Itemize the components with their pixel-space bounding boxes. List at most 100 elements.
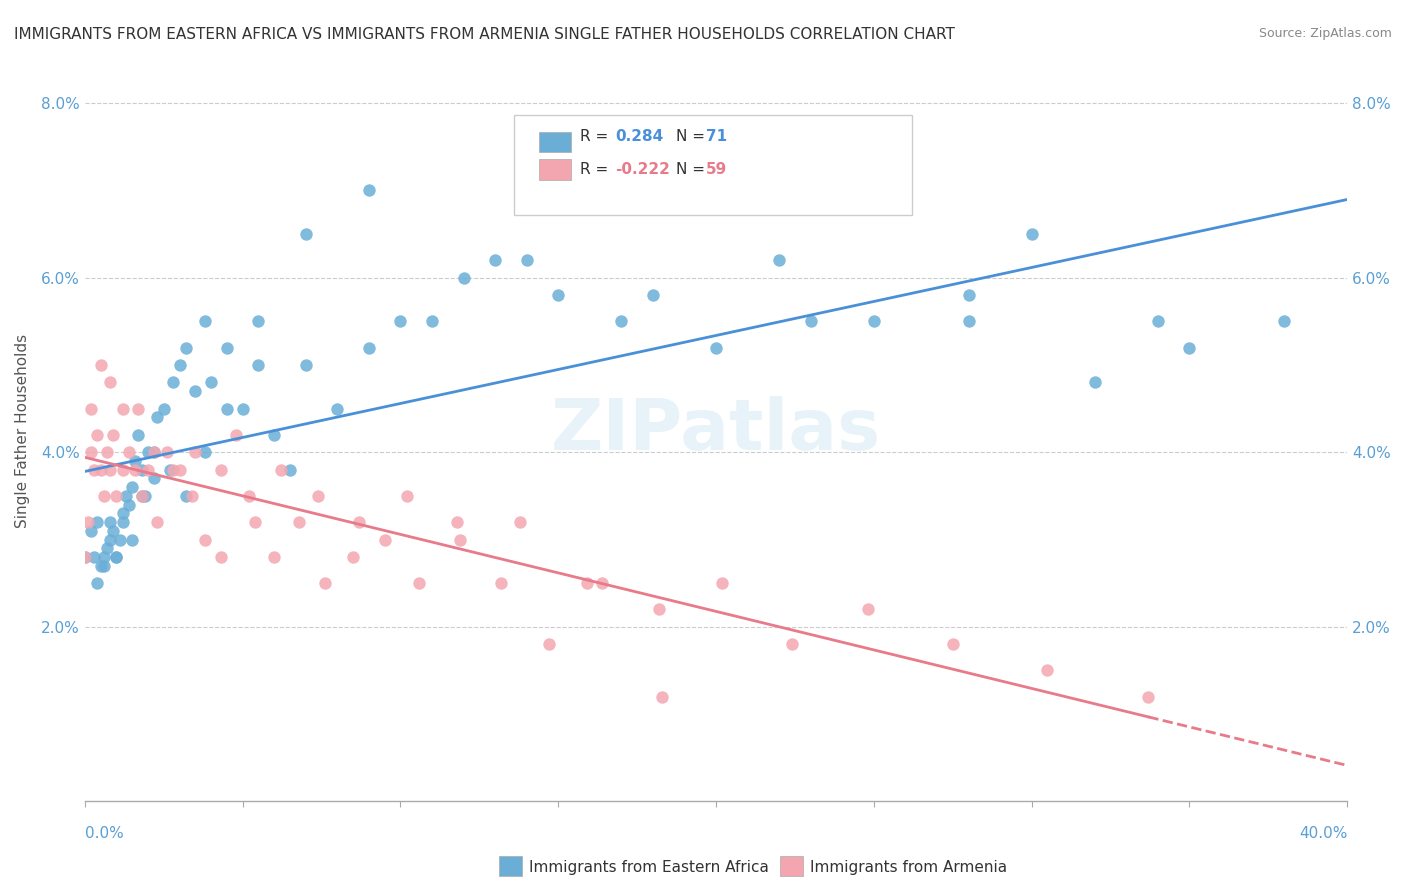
Point xyxy=(128,401,150,416)
Point xyxy=(162,463,184,477)
Point xyxy=(80,524,103,538)
Point xyxy=(118,498,141,512)
Point xyxy=(128,427,150,442)
Point xyxy=(200,376,222,390)
Point xyxy=(169,463,191,477)
Point xyxy=(121,480,143,494)
Text: 59: 59 xyxy=(706,161,727,177)
Point xyxy=(537,637,560,651)
Point xyxy=(98,533,121,547)
Point xyxy=(83,549,105,564)
Point xyxy=(77,515,100,529)
Point xyxy=(856,602,879,616)
Text: ZIPatlas: ZIPatlas xyxy=(551,396,882,465)
Text: 0.284: 0.284 xyxy=(614,129,664,145)
Point xyxy=(449,533,471,547)
Point xyxy=(93,558,115,573)
Point xyxy=(294,358,316,372)
Y-axis label: Single Father Households: Single Father Households xyxy=(15,334,30,527)
Point xyxy=(93,489,115,503)
Point xyxy=(209,463,232,477)
Point xyxy=(134,489,156,503)
Text: N =: N = xyxy=(676,129,704,145)
Text: Immigrants from Armenia: Immigrants from Armenia xyxy=(810,860,1007,874)
Point xyxy=(124,463,146,477)
Point xyxy=(111,515,134,529)
Point xyxy=(374,533,396,547)
Point xyxy=(263,427,285,442)
Point xyxy=(86,427,108,442)
Point xyxy=(209,549,232,564)
Point xyxy=(547,288,569,302)
Point xyxy=(73,549,96,564)
Point xyxy=(704,341,727,355)
Point xyxy=(270,463,292,477)
Point xyxy=(215,341,238,355)
Point xyxy=(610,314,633,328)
Point xyxy=(278,463,301,477)
Text: 40.0%: 40.0% xyxy=(1299,826,1347,841)
Point xyxy=(1147,314,1170,328)
Point xyxy=(408,576,430,591)
Point xyxy=(194,445,217,459)
Point xyxy=(103,427,125,442)
Point xyxy=(131,463,153,477)
Bar xyxy=(780,856,803,876)
Point xyxy=(146,515,169,529)
Bar xyxy=(540,159,571,180)
Point xyxy=(484,253,506,268)
Point xyxy=(143,471,166,485)
Point xyxy=(80,445,103,459)
Point xyxy=(111,463,134,477)
Point xyxy=(136,463,159,477)
Point xyxy=(143,445,166,459)
Point xyxy=(326,401,349,416)
Point xyxy=(98,515,121,529)
Text: IMMIGRANTS FROM EASTERN AFRICA VS IMMIGRANTS FROM ARMENIA SINGLE FATHER HOUSEHOL: IMMIGRANTS FROM EASTERN AFRICA VS IMMIGR… xyxy=(14,27,955,42)
Point xyxy=(225,427,247,442)
Point xyxy=(98,376,121,390)
Point xyxy=(357,184,380,198)
Point xyxy=(93,549,115,564)
Text: 71: 71 xyxy=(706,129,727,145)
Point xyxy=(98,463,121,477)
Point xyxy=(1272,314,1295,328)
Point xyxy=(184,384,207,399)
Point xyxy=(1036,664,1059,678)
Point xyxy=(863,314,886,328)
Point xyxy=(105,549,128,564)
Point xyxy=(245,515,267,529)
Point xyxy=(420,314,443,328)
Point xyxy=(957,314,980,328)
Point xyxy=(648,602,671,616)
Point xyxy=(641,288,664,302)
Point xyxy=(90,558,112,573)
Point xyxy=(357,341,380,355)
Point xyxy=(342,549,364,564)
Point xyxy=(1178,341,1201,355)
Point xyxy=(162,376,184,390)
Point xyxy=(115,489,138,503)
Point xyxy=(957,288,980,302)
Text: -0.222: -0.222 xyxy=(614,161,669,177)
Point xyxy=(174,489,197,503)
Point xyxy=(232,401,254,416)
Point xyxy=(131,489,153,503)
Point xyxy=(169,358,191,372)
Point xyxy=(86,576,108,591)
FancyBboxPatch shape xyxy=(515,115,911,215)
Point xyxy=(136,445,159,459)
Point xyxy=(651,690,673,704)
Text: Immigrants from Eastern Africa: Immigrants from Eastern Africa xyxy=(529,860,769,874)
Point xyxy=(800,314,823,328)
Text: Source: ZipAtlas.com: Source: ZipAtlas.com xyxy=(1258,27,1392,40)
Point xyxy=(184,445,207,459)
Point xyxy=(194,314,217,328)
Point xyxy=(96,541,118,556)
Point xyxy=(307,489,329,503)
Point xyxy=(143,445,166,459)
Point xyxy=(118,445,141,459)
Point xyxy=(174,341,197,355)
Point xyxy=(1084,376,1107,390)
Point xyxy=(90,358,112,372)
